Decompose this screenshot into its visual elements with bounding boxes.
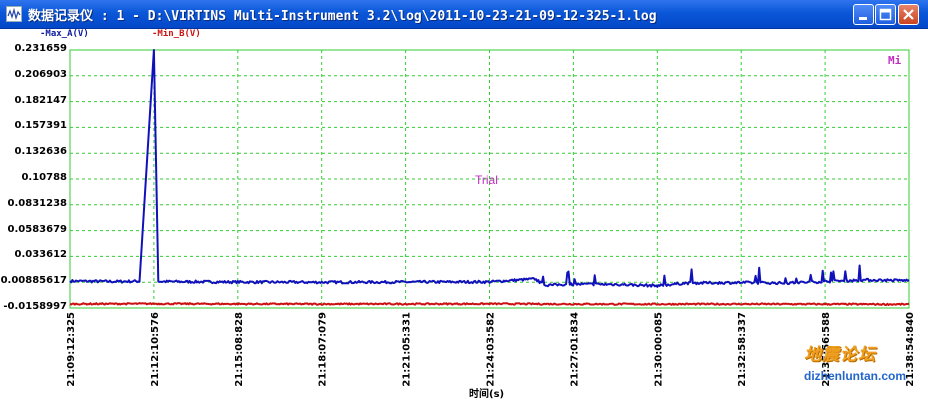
minimize-icon (859, 17, 867, 20)
series-line-max-a (69, 49, 910, 288)
x-tick-label: 21:12:10:576 (150, 312, 161, 387)
y-tick-label: 0.157391 (14, 120, 67, 132)
title-bar[interactable]: 数据记录仪 : 1 - D:\VIRTINS Multi-Instrument … (0, 0, 928, 29)
plot-frame (69, 49, 910, 309)
x-tick-label: 21:38:54:840 (905, 312, 916, 387)
legend-series-b: -Min_B(V) (152, 29, 201, 39)
y-tick-label: 0.206903 (14, 68, 67, 80)
x-tick-label: 21:09:12:325 (66, 312, 77, 387)
x-tick-label: 21:35:56:588 (821, 312, 832, 387)
x-tick-label: 21:30:00:085 (653, 312, 664, 387)
trial-label: Trial (475, 173, 498, 187)
x-tick-label: 21:24:03:582 (486, 312, 497, 387)
x-tick-label: 21:15:08:828 (234, 312, 245, 387)
y-tick-label: 0.033612 (14, 249, 67, 261)
watermark-text-cn: 地震论坛 (804, 345, 876, 365)
y-tick-label: 0.132636 (14, 146, 67, 158)
y-tick-label: 0.231659 (14, 43, 67, 54)
x-axis-label: 时间(s) (469, 389, 505, 400)
minimize-button[interactable] (853, 4, 874, 25)
window-title: 数据记录仪 : 1 - D:\VIRTINS Multi-Instrument … (28, 9, 657, 24)
y-tick-label: 0.182147 (14, 94, 67, 106)
y-tick-label: 0.0831238 (7, 197, 67, 209)
legend-series-a: -Max_A(V) (40, 29, 89, 39)
close-icon (903, 9, 914, 20)
watermark-logo: 地震论坛 dizhenluntan.com (804, 340, 914, 383)
y-tick-label: -0.0158997 (3, 301, 67, 312)
watermark-url: dizhenluntan.com (804, 369, 906, 383)
maximize-button[interactable] (875, 4, 896, 25)
x-tick-label: 21:32:58:337 (737, 312, 748, 387)
mode-tag: Mi (888, 54, 902, 67)
y-tick-label: 0.0583679 (7, 223, 67, 235)
x-tick-label: 21:18:07:079 (318, 312, 329, 387)
maximize-icon (879, 8, 892, 21)
y-tick-label: 0.00885617 (0, 275, 67, 287)
y-tick-label: 0.10788 (21, 172, 67, 183)
series-line-min-b (69, 302, 910, 306)
x-tick-label: 21:21:05:331 (402, 312, 413, 387)
close-button[interactable] (898, 4, 919, 25)
waveform-icon[interactable] (6, 6, 22, 22)
x-tick-label: 21:27:01:834 (569, 312, 580, 387)
